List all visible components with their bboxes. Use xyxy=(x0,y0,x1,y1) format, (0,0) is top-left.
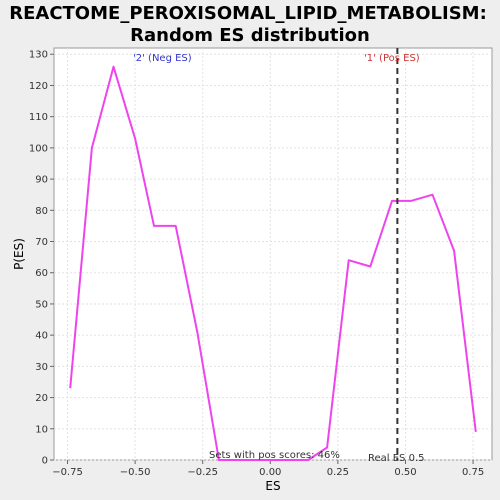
pos-es-label: '1' (Pos ES) xyxy=(364,53,420,64)
x-tick-label: 0.00 xyxy=(259,467,281,478)
y-tick-label: 80 xyxy=(35,206,48,217)
y-tick-label: 110 xyxy=(29,112,48,123)
grid-lines xyxy=(54,48,492,461)
x-tick-label: −0.25 xyxy=(187,467,218,478)
x-tick-label: 0.75 xyxy=(462,467,484,478)
series-line xyxy=(69,65,477,461)
series-group xyxy=(69,65,477,461)
y-tick-label: 20 xyxy=(35,393,48,404)
chart-title-line-1: REACTOME_PEROXISOMAL_LIPID_METABOLISM: xyxy=(9,3,487,24)
y-tick-label: 0 xyxy=(42,456,48,467)
chart-title-line-2: Random ES distribution xyxy=(130,25,370,46)
plot-area xyxy=(53,47,493,461)
x-tick-label: 0.50 xyxy=(394,467,416,478)
y-tick-label: 120 xyxy=(29,81,48,92)
y-tick-label: 30 xyxy=(35,362,48,373)
y-tick-label: 40 xyxy=(35,331,48,342)
x-axis: −0.75 −0.50 −0.25 0.00 0.25 0.50 0.75 xyxy=(52,460,484,478)
real-es-label: Real ES 0.5 xyxy=(368,453,424,464)
x-tick-label: −0.50 xyxy=(120,467,151,478)
x-tick-label: −0.75 xyxy=(52,467,83,478)
pos-scores-label: Sets with pos scores: 46% xyxy=(209,450,340,461)
y-tick-label: 50 xyxy=(35,299,48,310)
y-tick-label: 60 xyxy=(35,268,48,279)
y-axis-label: P(ES) xyxy=(12,238,26,270)
y-tick-label: 90 xyxy=(35,175,48,186)
y-tick-label: 100 xyxy=(29,143,48,154)
x-axis-label: ES xyxy=(265,479,280,493)
x-tick-label: 0.25 xyxy=(327,467,349,478)
y-tick-label: 70 xyxy=(35,237,48,248)
y-tick-label: 10 xyxy=(35,424,48,435)
y-tick-label: 130 xyxy=(29,50,48,61)
neg-es-label: '2' (Neg ES) xyxy=(133,53,192,64)
y-axis: 0 10 20 30 40 50 60 70 80 90 100 110 120 130 xyxy=(29,50,54,467)
